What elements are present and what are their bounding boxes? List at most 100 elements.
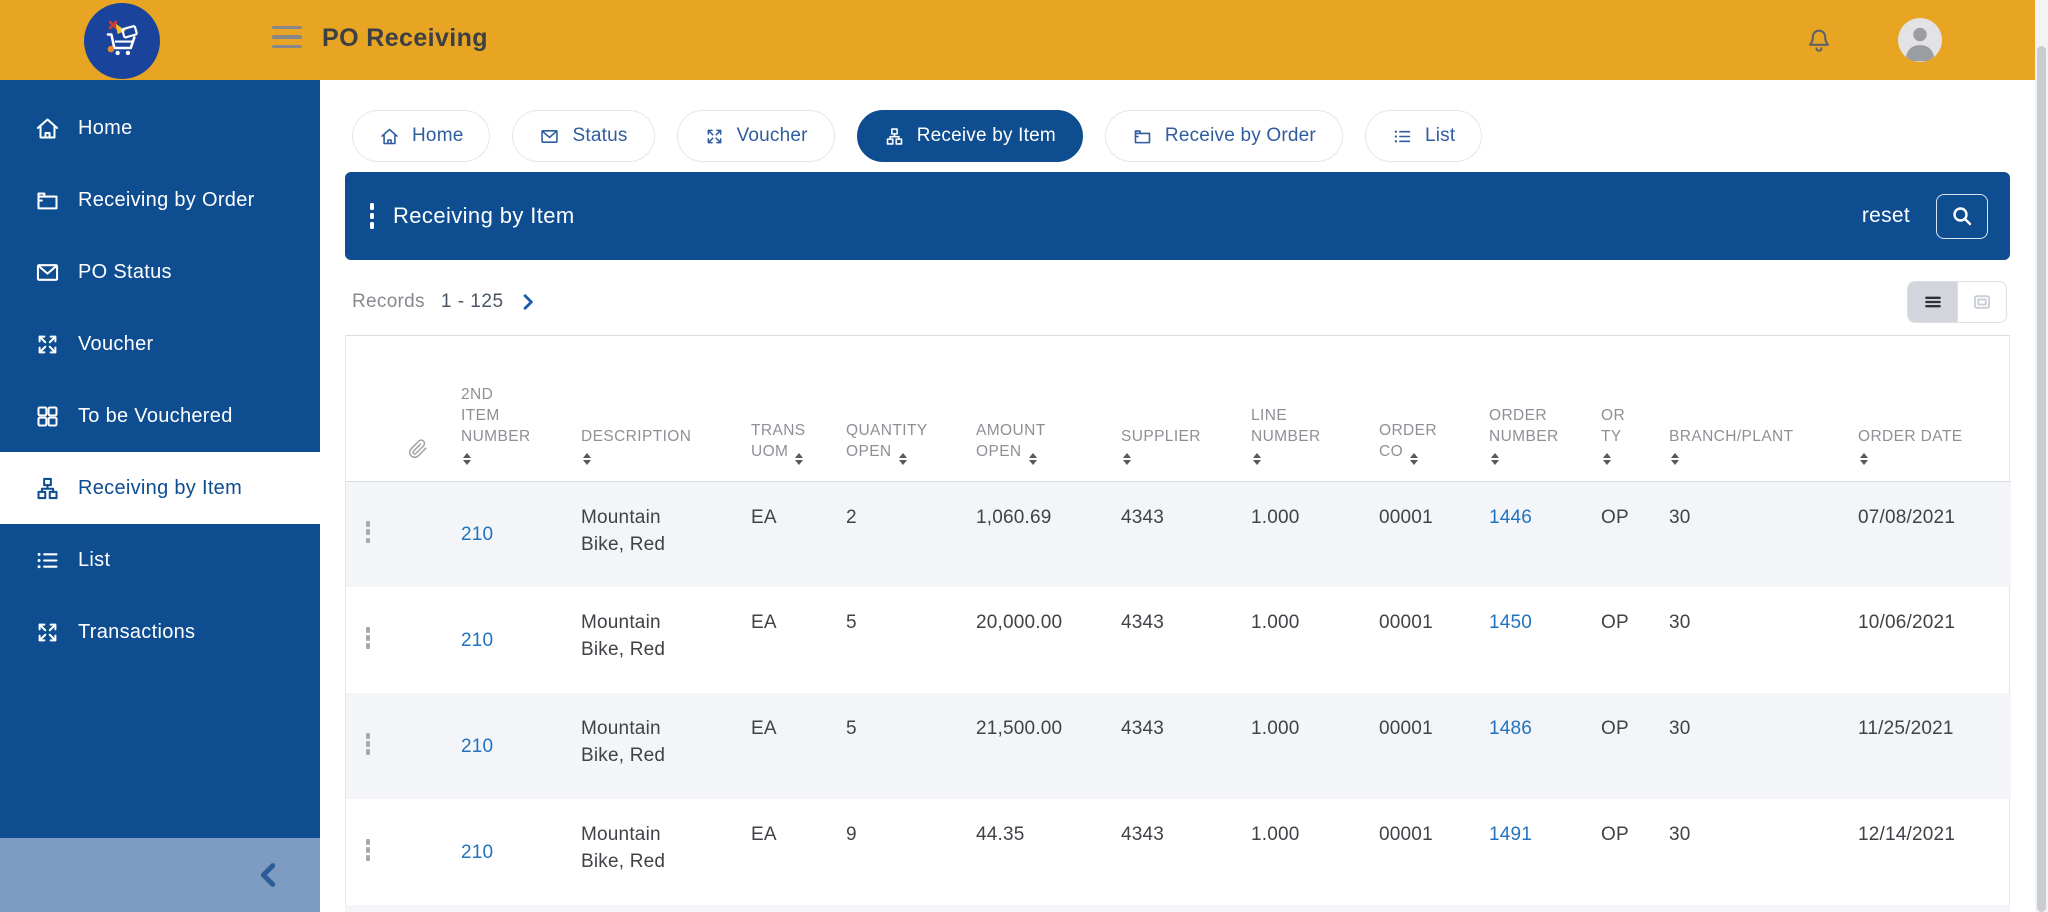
reset-button[interactable]: reset [1861, 204, 1910, 227]
tab-home[interactable]: Home [352, 110, 491, 162]
column-label: ORDER [1379, 421, 1437, 439]
tab-list[interactable]: List [1364, 110, 1483, 162]
column-header-date: ORDER DATE [1838, 336, 2011, 482]
cart-logo-icon [84, 3, 160, 79]
column-header-uom: TRANS UOM [731, 336, 826, 482]
sort-icon[interactable] [1671, 452, 1838, 465]
column-header-branch: BRANCH/PLANT [1649, 336, 1838, 482]
item-link[interactable]: 210 [461, 629, 494, 651]
wallet-icon [1132, 126, 1153, 147]
sitemap-icon [884, 126, 905, 147]
sort-icon[interactable] [1410, 452, 1419, 465]
sidebar-item-label: PO Status [78, 260, 172, 283]
item-link[interactable]: 210 [461, 735, 494, 757]
tab-receive-by-order[interactable]: Receive by Order [1104, 110, 1343, 162]
sort-icon[interactable] [795, 452, 804, 465]
cell-orty: OP [1601, 612, 1629, 633]
sort-icon[interactable] [1491, 452, 1581, 465]
sitemap-icon [34, 475, 61, 502]
user-avatar-icon[interactable] [1898, 18, 1942, 62]
column-header-qty: QUANTITY OPEN [826, 336, 956, 482]
cell-row-menu [346, 799, 441, 905]
tab-label: Status [572, 125, 628, 146]
home-icon [34, 115, 61, 142]
sort-icon[interactable] [1253, 452, 1359, 465]
sidebar-item-to-be-vouchered[interactable]: To be Vouchered [0, 380, 320, 452]
column-label: TRANS [751, 421, 806, 439]
cell-branch: 30 [1669, 612, 1691, 633]
scrollbar-track [2035, 0, 2048, 912]
kebab-icon[interactable] [365, 201, 379, 231]
order-link[interactable]: 1491 [1489, 824, 1533, 845]
cell-qty: 5 [846, 718, 857, 739]
sort-icon[interactable] [583, 452, 731, 465]
sidebar-item-home[interactable]: Home [0, 92, 320, 164]
cell-row-menu [346, 587, 441, 693]
sidebar-item-receiving-by-order[interactable]: Receiving by Order [0, 164, 320, 236]
sort-icon[interactable] [898, 452, 907, 465]
chevron-left-icon[interactable] [254, 860, 284, 890]
sort-icon[interactable] [1123, 452, 1231, 465]
tab-voucher[interactable]: Voucher [676, 110, 835, 162]
sidebar-item-label: Voucher [78, 332, 154, 355]
panel-header: Receiving by Item reset [345, 172, 2010, 260]
kebab-icon[interactable] [366, 733, 380, 759]
sidebar-item-voucher[interactable]: Voucher [0, 308, 320, 380]
kebab-icon[interactable] [366, 839, 380, 865]
view-toggle [1907, 281, 2007, 323]
sidebar-item-label: Transactions [78, 620, 196, 643]
search-icon [1950, 204, 1974, 228]
cell-date: 12/14/2021 [1858, 824, 1956, 845]
sidebar-item-list[interactable]: List [0, 524, 320, 596]
cell-description: Mountain Bike, Red [581, 506, 666, 555]
order-link[interactable]: 1450 [1489, 612, 1533, 633]
sort-icon[interactable] [1028, 452, 1037, 465]
cell-branch: 30 [1669, 718, 1691, 739]
card-view-button[interactable] [1957, 282, 2006, 322]
kebab-icon[interactable] [366, 627, 380, 653]
data-table: 2ND ITEM NUMBER DESCRIPTION TRANS UOM QUANTITY… [345, 335, 2011, 905]
records-label: Records [352, 291, 425, 312]
tab-label: Voucher [736, 125, 808, 146]
cell-qty: 9 [846, 824, 857, 845]
records-bar: Records 1 - 125 [352, 280, 2007, 324]
sidebar-item-transactions[interactable]: Transactions [0, 596, 320, 668]
sidebar: Home Receiving by Order PO Status Voucher To… [0, 80, 320, 838]
column-label: DESCRIPTION [581, 427, 692, 445]
cell-amount: 21,500.00 [976, 718, 1063, 739]
order-link[interactable]: 1446 [1489, 506, 1533, 528]
cell-description: Mountain Bike, Red [581, 824, 666, 872]
tab-label: Receive by Order [1164, 125, 1316, 146]
sidebar-item-label: List [78, 548, 111, 571]
records-range: 1 - 125 [440, 291, 504, 312]
cell-amount: 20,000.00 [976, 612, 1063, 633]
cell-qty: 2 [846, 506, 857, 528]
item-link[interactable]: 210 [461, 523, 494, 545]
item-link[interactable]: 210 [461, 841, 494, 863]
tab-receive-by-item[interactable]: Receive by Item [856, 110, 1083, 162]
bell-icon[interactable] [1804, 25, 1834, 55]
scrollbar-thumb[interactable] [2037, 46, 2046, 912]
cell-branch: 30 [1669, 506, 1691, 528]
chevron-right-icon[interactable] [518, 292, 538, 312]
column-label: LINE [1251, 406, 1288, 424]
page-title: PO Receiving [322, 24, 488, 52]
list-view-button[interactable] [1908, 282, 1957, 322]
column-header-co: ORDER CO [1359, 336, 1469, 482]
sidebar-item-po-status[interactable]: PO Status [0, 236, 320, 308]
sort-icon[interactable] [463, 452, 561, 465]
table-row: 210 Mountain Bike, Red EA 5 21,500.00 4343 1.0… [346, 693, 2011, 799]
kebab-icon[interactable] [366, 521, 380, 547]
tab-status[interactable]: Status [512, 110, 655, 162]
column-header-orty: OR TY [1581, 336, 1649, 482]
sidebar-item-receiving-by-item[interactable]: Receiving by Item [0, 452, 320, 524]
order-link[interactable]: 1486 [1489, 718, 1533, 739]
cell-amount: 44.35 [976, 824, 1025, 845]
cell-item: 210 [441, 481, 561, 587]
sort-icon[interactable] [1860, 452, 2011, 465]
sort-icon[interactable] [1603, 452, 1649, 465]
search-button[interactable] [1936, 193, 1988, 239]
hamburger-icon[interactable] [272, 26, 302, 54]
column-label: TY [1601, 427, 1622, 445]
cell-co: 00001 [1379, 506, 1433, 528]
